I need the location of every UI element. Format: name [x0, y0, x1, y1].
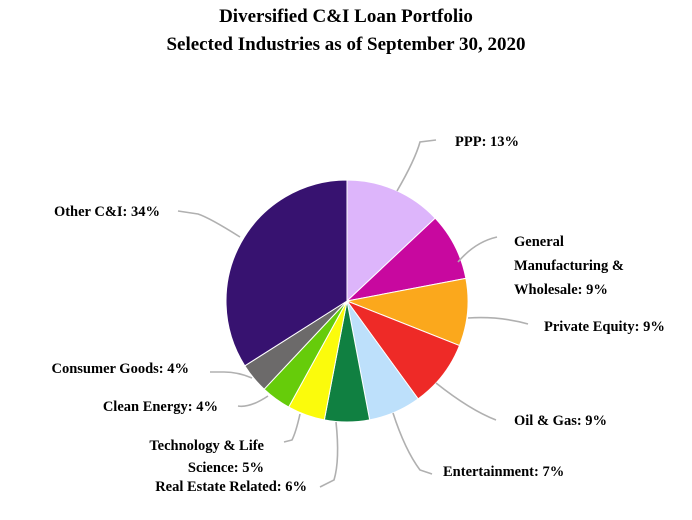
leader-line-7 [237, 395, 269, 408]
slice-label-9: Other C&I: 34% [54, 204, 160, 220]
leader-line-2 [467, 316, 529, 325]
leader-line-5 [319, 421, 339, 488]
slice-label-line: Private Equity: 9% [544, 319, 665, 335]
pie-slice-9 [225, 179, 348, 367]
slice-label-line: Entertainment: 7% [443, 464, 564, 480]
pie-slices [225, 179, 469, 423]
slice-label-8: Consumer Goods: 4% [52, 361, 190, 377]
slice-label-7: Clean Energy: 4% [103, 399, 218, 415]
chart-subtitle: Selected Industries as of September 30, … [166, 34, 526, 55]
slice-label-line: Manufacturing & [514, 258, 624, 274]
slice-label-4: Entertainment: 7% [443, 464, 564, 480]
slice-label-line: Science: 5% [188, 460, 264, 476]
slice-label-line: Technology & Life [149, 438, 264, 454]
slice-label-line: Wholesale: 9% [514, 282, 608, 298]
slice-label-line: General [514, 234, 564, 250]
slice-label-1: General Manufacturing & Wholesale: 9% [514, 234, 624, 298]
slice-label-line: Other C&I: 34% [54, 204, 160, 220]
leader-line-1 [457, 236, 498, 263]
slice-label-2: Private Equity: 9% [544, 319, 665, 335]
slice-label-6: Technology & Life Science: 5% [149, 438, 264, 476]
pie-slice-0 [346, 179, 436, 303]
slice-label-line: Consumer Goods: 4% [52, 361, 190, 377]
leader-line-3 [435, 382, 497, 421]
slice-label-5: Real Estate Related: 6% [155, 479, 307, 495]
slice-label-3: Oil & Gas: 9% [514, 413, 607, 429]
slice-label-0: PPP: 13% [455, 134, 519, 150]
leader-line-0 [396, 139, 437, 192]
leader-line-4 [392, 412, 433, 475]
slice-labels: PPP: 13% General Manufacturing & Wholesale:… [52, 134, 665, 495]
leader-line-6 [283, 413, 301, 443]
leader-line-9 [177, 210, 241, 238]
leader-lines [177, 139, 529, 488]
slice-label-line: Real Estate Related: 6% [155, 479, 307, 495]
chart-title: Diversified C&I Loan Portfolio [219, 6, 473, 27]
leader-line-8 [210, 371, 253, 379]
slice-label-line: PPP: 13% [455, 134, 519, 150]
slice-label-line: Oil & Gas: 9% [514, 413, 607, 429]
slice-label-line: Clean Energy: 4% [103, 399, 218, 415]
